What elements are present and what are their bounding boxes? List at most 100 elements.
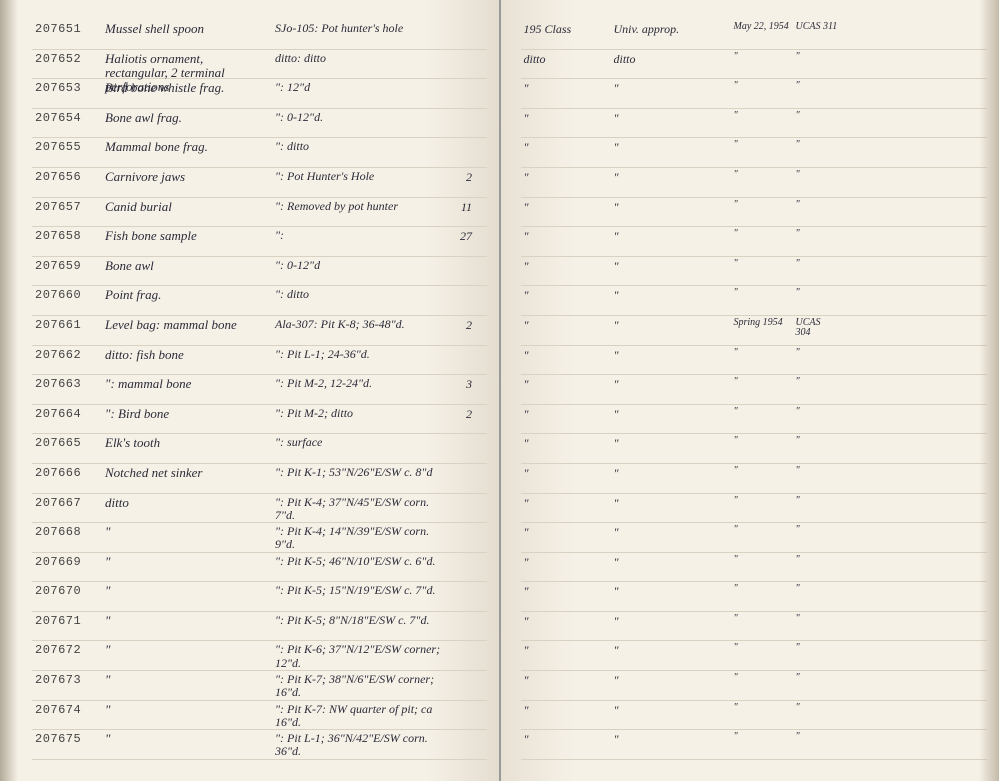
date-col: " <box>731 612 793 626</box>
right-page: 195 ClassUniv. approp.May 22, 1954UCAS 3… <box>501 0 999 781</box>
ledger-row: 207659Bone awl": 0-12"d <box>32 257 487 287</box>
date-col: " <box>731 405 793 419</box>
ledger-row: 207661Level bag: mammal boneAla-307: Pit… <box>32 316 487 346</box>
date-col: " <box>731 257 793 271</box>
catalog-id: 207657 <box>32 198 102 216</box>
ledger-row: """" <box>521 375 988 405</box>
class-col: " <box>521 168 611 187</box>
approp-col: " <box>611 227 731 246</box>
item-description: Mussel shell spoon <box>102 20 272 38</box>
locality: ": 12"d <box>272 79 447 96</box>
ledger-row: 207673"": Pit K-7; 38"N/6"E/SW corner; 1… <box>32 671 487 701</box>
quantity: 2 <box>447 405 475 424</box>
date-col: " <box>731 553 793 567</box>
date-col: " <box>731 168 793 182</box>
item-description: Mammal bone frag. <box>102 138 272 156</box>
approp-col: " <box>611 434 731 453</box>
quantity <box>447 553 475 557</box>
quantity <box>447 612 475 616</box>
ledger-row: 207665Elk's tooth": surface <box>32 434 487 464</box>
quantity <box>447 346 475 350</box>
approp-col: " <box>611 346 731 365</box>
date-col: " <box>731 701 793 715</box>
date-col: " <box>731 641 793 655</box>
ledger-row: 207657Canid burial": Removed by pot hunt… <box>32 198 487 228</box>
ref-col: " <box>793 582 841 596</box>
locality: ": Pit M-2, 12-24"d. <box>272 375 447 392</box>
ledger-row: """" <box>521 198 988 228</box>
quantity <box>447 79 475 83</box>
approp-col: " <box>611 79 731 98</box>
item-description: Fish bone sample <box>102 227 272 245</box>
ledger-row: 207668"": Pit K-4; 14"N/39"E/SW corn. 9"… <box>32 523 487 553</box>
quantity: 27 <box>447 227 475 246</box>
catalog-id: 207661 <box>32 316 102 334</box>
item-description: " <box>102 730 272 748</box>
binding-shadow-right <box>979 0 999 781</box>
catalog-id: 207669 <box>32 553 102 571</box>
class-col: " <box>521 79 611 98</box>
left-rows-container: 207651Mussel shell spoonSJo-105: Pot hun… <box>32 20 487 760</box>
ref-col: " <box>793 405 841 419</box>
class-col: 195 Class <box>521 20 611 39</box>
quantity <box>447 730 475 734</box>
quantity <box>447 464 475 468</box>
class-col: " <box>521 434 611 453</box>
locality: ": Pit M-2; ditto <box>272 405 447 422</box>
approp-col: " <box>611 286 731 305</box>
item-description: Bone awl <box>102 257 272 275</box>
approp-col: Univ. approp. <box>611 20 731 39</box>
class-col: " <box>521 553 611 572</box>
date-col: " <box>731 375 793 389</box>
ledger-row: """" <box>521 405 988 435</box>
ledger-row: dittoditto"" <box>521 50 988 80</box>
ledger-row: 207658Fish bone sample":27 <box>32 227 487 257</box>
ref-col: " <box>793 464 841 478</box>
ledger-row: """" <box>521 582 988 612</box>
locality: ": ditto <box>272 286 447 303</box>
locality: ": Pit K-5; 46"N/10"E/SW c. 6"d. <box>272 553 447 570</box>
catalog-id: 207672 <box>32 641 102 659</box>
ref-col: " <box>793 138 841 152</box>
ledger-row: 207675"": Pit L-1; 36"N/42"E/SW corn. 36… <box>32 730 487 760</box>
catalog-id: 207674 <box>32 701 102 719</box>
catalog-id: 207653 <box>32 79 102 97</box>
approp-col: " <box>611 198 731 217</box>
locality: ": Pit K-4; 37"N/45"E/SW corn. 7"d. <box>272 494 447 524</box>
locality: ": Pit K-5; 15"N/19"E/SW c. 7"d. <box>272 582 447 599</box>
ledger-row: """" <box>521 138 988 168</box>
item-description: ": Bird bone <box>102 405 272 423</box>
locality: ditto: ditto <box>272 50 447 67</box>
item-description: Canid burial <box>102 198 272 216</box>
ledger-row: """" <box>521 227 988 257</box>
date-col: " <box>731 494 793 508</box>
item-description: Elk's tooth <box>102 434 272 452</box>
ledger-row: 207674"": Pit K-7: NW quarter of pit; ca… <box>32 701 487 731</box>
ledger-row: """" <box>521 464 988 494</box>
class-col: " <box>521 701 611 720</box>
approp-col: " <box>611 405 731 424</box>
date-col: " <box>731 227 793 241</box>
ledger-row: 207667ditto": Pit K-4; 37"N/45"E/SW corn… <box>32 494 487 524</box>
locality: ": Pit L-1; 36"N/42"E/SW corn. 36"d. <box>272 730 447 760</box>
ref-col: " <box>793 79 841 93</box>
item-description: ": mammal bone <box>102 375 272 393</box>
ledger-row: """" <box>521 109 988 139</box>
ref-col: " <box>793 523 841 537</box>
quantity <box>447 257 475 261</box>
date-col: " <box>731 671 793 685</box>
item-description: " <box>102 641 272 659</box>
item-description: " <box>102 553 272 571</box>
date-col: " <box>731 464 793 478</box>
locality: ": Pit K-5; 8"N/18"E/SW c. 7"d. <box>272 612 447 629</box>
quantity <box>447 494 475 498</box>
quantity <box>447 641 475 645</box>
quantity <box>447 582 475 586</box>
approp-col: " <box>611 257 731 276</box>
ledger-row: 207654Bone awl frag.": 0-12"d. <box>32 109 487 139</box>
date-col: " <box>731 109 793 123</box>
locality: ": Pit K-4; 14"N/39"E/SW corn. 9"d. <box>272 523 447 553</box>
item-description: ditto <box>102 494 272 512</box>
quantity <box>447 50 475 54</box>
date-col: " <box>731 286 793 300</box>
